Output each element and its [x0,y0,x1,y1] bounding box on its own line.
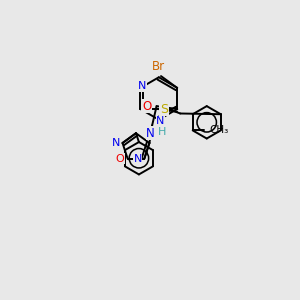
Text: N: N [146,127,155,140]
Text: CH₃: CH₃ [209,125,228,135]
Text: N: N [112,138,120,148]
Text: N: N [156,116,164,126]
Text: O: O [142,100,151,112]
Text: O: O [116,154,124,164]
Text: S: S [160,103,168,116]
Text: H: H [158,127,166,137]
Text: N: N [134,154,142,164]
Text: N: N [138,81,146,92]
Text: Br: Br [152,60,165,73]
